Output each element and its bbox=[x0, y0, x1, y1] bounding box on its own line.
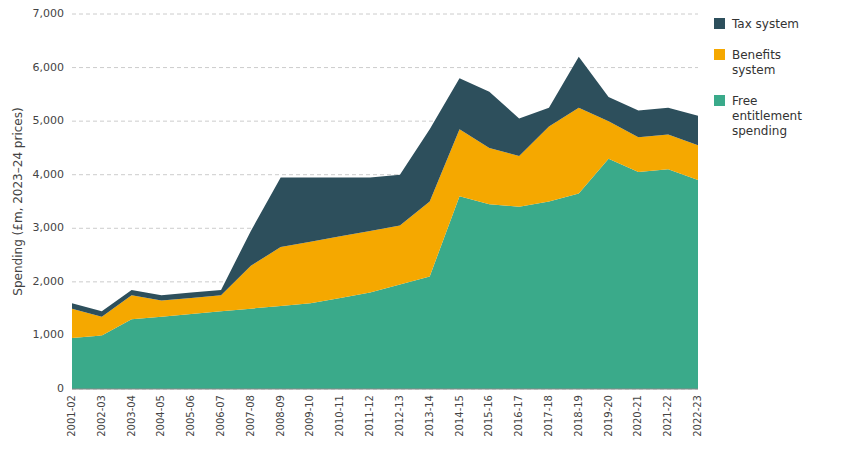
y-tick-label: 7,000 bbox=[33, 7, 65, 20]
x-tick-label: 2020-21 bbox=[632, 395, 643, 437]
x-tick-label: 2004-05 bbox=[155, 395, 166, 437]
legend-label: Tax system bbox=[731, 17, 799, 31]
x-tick-label: 2019-20 bbox=[603, 395, 614, 437]
chart-container: 0 1,000 2,000 3,000 4,000 5,000 6,000 7,000 Spen… bbox=[0, 0, 848, 451]
grid bbox=[72, 14, 698, 389]
y-tick-label: 6,000 bbox=[33, 61, 65, 74]
legend-swatch bbox=[714, 18, 725, 29]
x-tick-label: 2001-02 bbox=[66, 395, 77, 437]
x-tick-label: 2014-15 bbox=[454, 395, 465, 437]
y-tick-label: 1,000 bbox=[33, 328, 65, 341]
y-tick-label: 5,000 bbox=[33, 114, 65, 127]
legend-swatch bbox=[714, 49, 725, 60]
y-tick-label: 4,000 bbox=[33, 168, 65, 181]
x-tick-label: 2009-10 bbox=[304, 395, 315, 437]
legend-label: Freeentitlementspending bbox=[732, 94, 802, 138]
y-tick-label: 2,000 bbox=[33, 275, 65, 288]
x-tick-label: 2010-11 bbox=[334, 395, 345, 437]
areas bbox=[72, 57, 698, 389]
x-tick-label: 2018-19 bbox=[573, 395, 584, 437]
x-tick-label: 2002-03 bbox=[96, 395, 107, 437]
x-tick-label: 2008-09 bbox=[275, 395, 286, 437]
x-tick-label: 2006-07 bbox=[215, 395, 226, 437]
x-axis: 2001-02 2002-03 2003-04 2004-05 2005-06 2006-… bbox=[66, 395, 703, 437]
area bbox=[72, 57, 698, 317]
x-tick-label: 2011-12 bbox=[364, 395, 375, 437]
x-tick-label: 2015-16 bbox=[483, 395, 494, 437]
grid-line bbox=[72, 389, 698, 390]
x-tick-label: 2013-14 bbox=[424, 395, 435, 437]
y-tick-label: 0 bbox=[57, 382, 64, 395]
x-tick-label: 2007-08 bbox=[245, 395, 256, 437]
x-tick-label: 2003-04 bbox=[126, 395, 137, 437]
grid-line bbox=[72, 67, 698, 68]
grid-line bbox=[72, 14, 698, 15]
x-tick-label: 2021-22 bbox=[662, 395, 673, 437]
x-tick-label: 2022-23 bbox=[692, 395, 703, 437]
legend: Tax system Benefitssystem Freeentitlements… bbox=[714, 17, 802, 138]
x-axis-line bbox=[72, 389, 698, 390]
x-tick-label: 2016-17 bbox=[513, 395, 524, 437]
y-axis: 0 1,000 2,000 3,000 4,000 5,000 6,000 7,000 bbox=[33, 7, 65, 395]
y-axis-label: Spending (£m, 2023–24 prices) bbox=[11, 107, 25, 295]
x-tick-label: 2005-06 bbox=[185, 395, 196, 437]
x-tick-label: 2012-13 bbox=[394, 395, 405, 437]
legend-swatch bbox=[714, 95, 725, 106]
chart: 0 1,000 2,000 3,000 4,000 5,000 6,000 7,000 Spen… bbox=[0, 0, 848, 451]
legend-label: Benefitssystem bbox=[732, 48, 781, 77]
y-tick-label: 3,000 bbox=[33, 221, 65, 234]
x-tick-label: 2017-18 bbox=[543, 395, 554, 437]
